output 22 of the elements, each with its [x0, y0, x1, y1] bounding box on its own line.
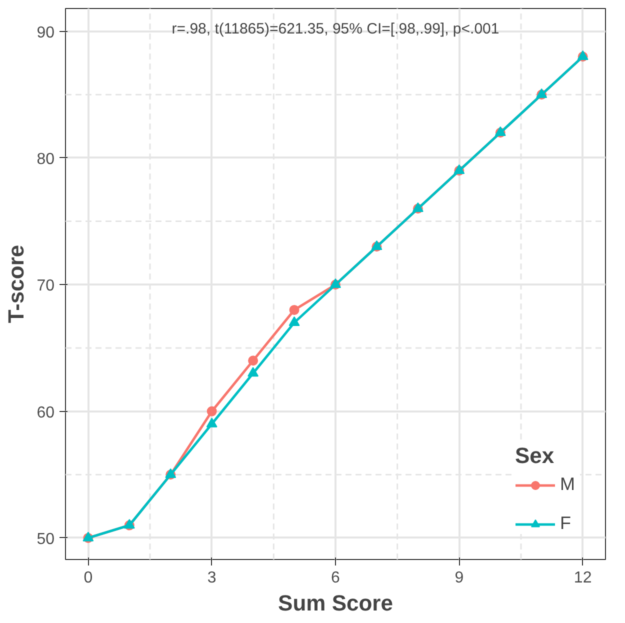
point: [248, 356, 258, 366]
y-tick-label: 80: [36, 150, 55, 168]
point: [206, 418, 218, 428]
x-tick-label: 12: [574, 570, 592, 586]
annotation: r=.98, t(11865)=621.35, 95% CI=[.98,.99], p<.001: [172, 20, 500, 38]
point: [248, 367, 259, 377]
point: [288, 316, 300, 326]
x-axis-title: Sum Score: [278, 590, 393, 616]
y-tick-label: 90: [36, 24, 55, 42]
x-tick-label: 6: [331, 570, 340, 586]
y-tick-label: 50: [36, 530, 55, 548]
x-tick-label: 3: [207, 570, 216, 586]
x-tick-label: 9: [454, 570, 464, 586]
x-tick-label: 0: [84, 570, 93, 586]
y-axis-title: T-score: [4, 244, 29, 324]
y-tick-label: 60: [36, 404, 55, 422]
legend-label: F: [560, 513, 572, 534]
point: [206, 406, 217, 416]
legend-title: Sex: [515, 443, 556, 469]
legend-label: M: [560, 474, 576, 495]
point: [289, 304, 300, 315]
y-tick-label: 70: [36, 278, 55, 295]
